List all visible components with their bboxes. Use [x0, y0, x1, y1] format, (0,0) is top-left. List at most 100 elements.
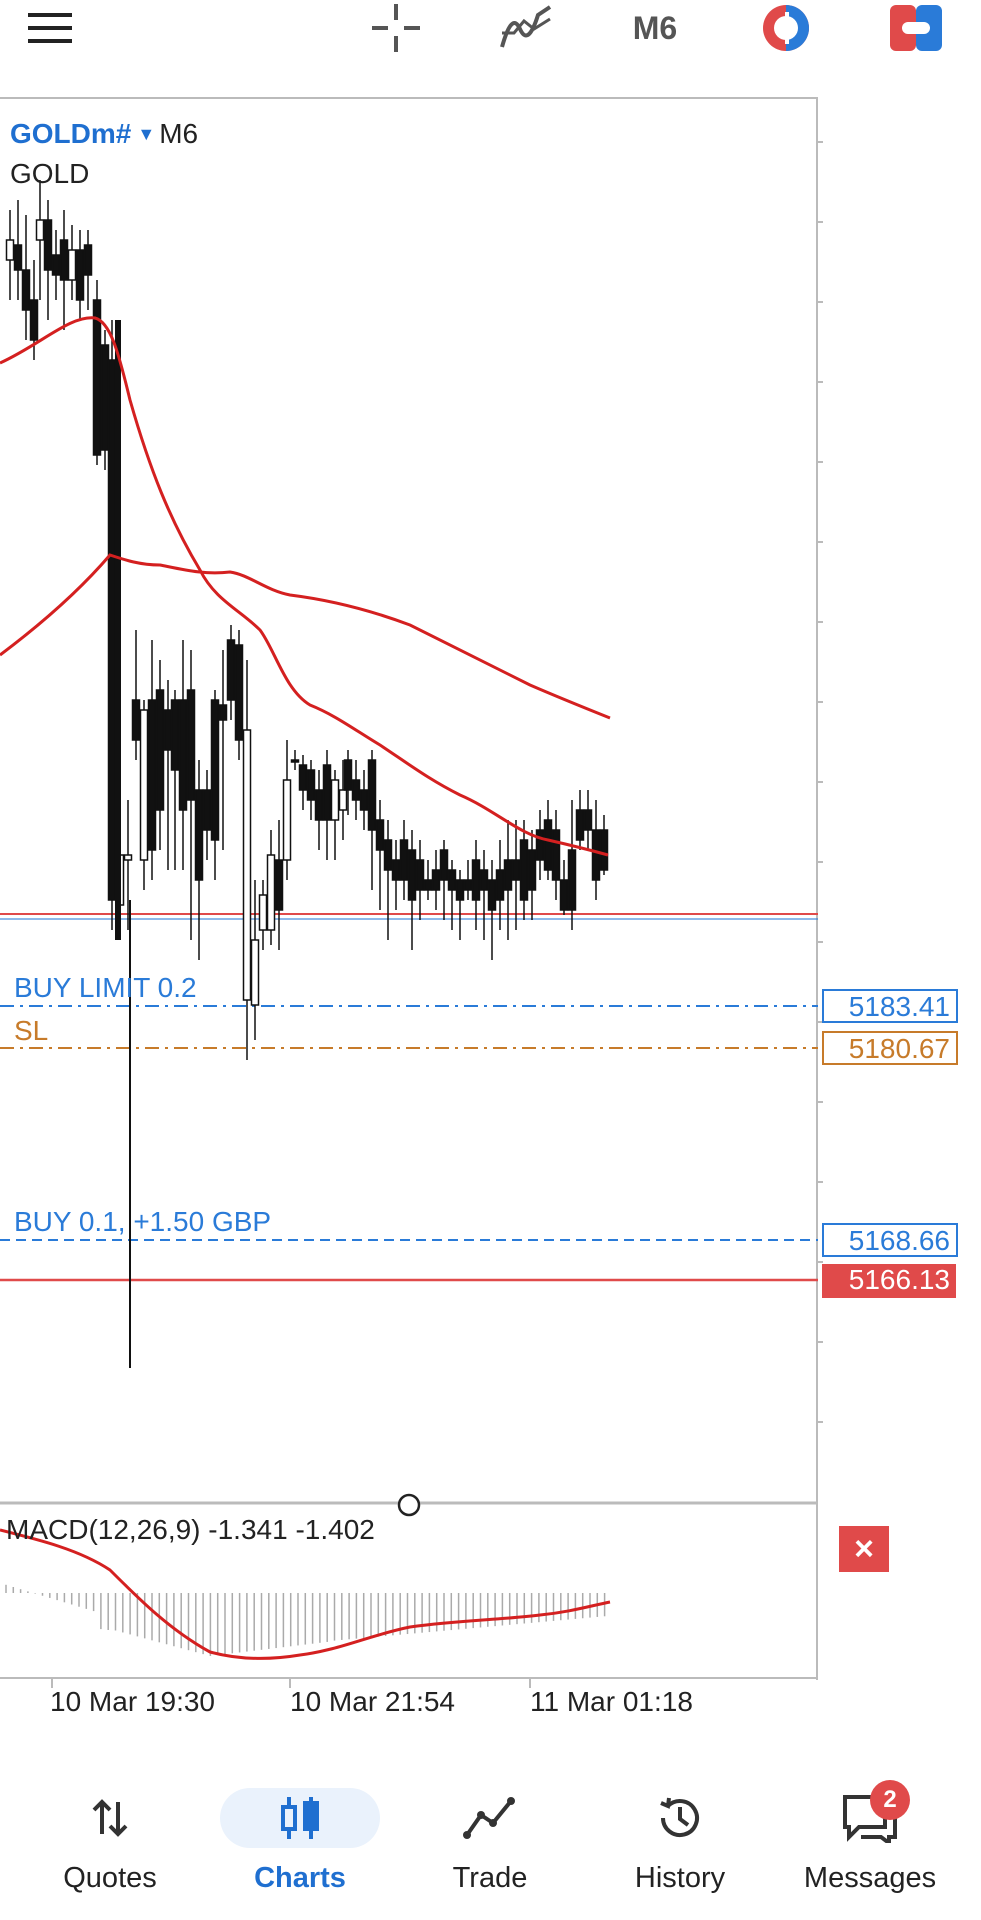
candle-body — [250, 939, 260, 1006]
candle-body — [131, 699, 141, 741]
candle-body — [147, 699, 157, 851]
candle-body — [479, 869, 489, 891]
candle-body — [67, 249, 77, 281]
candle-body — [415, 859, 425, 891]
candle-body — [298, 764, 308, 791]
candle-body — [551, 829, 561, 881]
nav-label: Charts — [254, 1862, 346, 1894]
nav-label: History — [634, 1862, 726, 1894]
candle-body — [519, 839, 529, 901]
order-label-sl[interactable]: SL — [14, 1015, 49, 1046]
candle-body — [343, 759, 353, 791]
candle-body — [218, 704, 228, 721]
candle-body — [92, 299, 102, 456]
candle-body — [322, 764, 332, 821]
candle-body — [194, 789, 204, 881]
candle-body — [306, 769, 316, 801]
timeframe-button[interactable]: M6 — [625, 0, 685, 56]
crosshair-icon[interactable] — [366, 0, 426, 56]
price-tag-buy: 5168.66 — [822, 1223, 958, 1257]
candle-body — [43, 219, 53, 271]
candle-body — [330, 779, 340, 821]
price-tag-sl: 5180.67 — [822, 1031, 958, 1065]
nav-charts[interactable]: Charts — [205, 1760, 395, 1920]
time-label: 11 Mar 01:18 — [530, 1686, 693, 1717]
candle-body — [567, 849, 577, 911]
macd-label: MACD(12,26,9) -1.341 -1.402 — [6, 1514, 375, 1545]
nav-messages[interactable]: 2 Messages — [775, 1760, 965, 1920]
candle-body — [13, 244, 23, 271]
time-label: 10 Mar 19:30 — [50, 1686, 215, 1717]
timeframe-label: M6 — [632, 9, 678, 46]
one-click-trading-icon[interactable] — [756, 0, 816, 56]
candle-body — [210, 699, 220, 841]
moving-average-line — [0, 316, 609, 857]
nav-label: Quotes — [63, 1862, 157, 1894]
candle-body — [503, 859, 513, 891]
candle-body — [591, 829, 601, 881]
unread-badge: 2 — [870, 1780, 910, 1820]
candle-body — [258, 894, 268, 931]
candle-body — [455, 879, 465, 901]
candle-body — [439, 849, 449, 881]
candle-body — [463, 879, 473, 891]
order-label-buy[interactable]: BUY 0.1, +1.50 GBP — [14, 1206, 272, 1237]
candle-body — [583, 809, 593, 831]
candle-body — [527, 849, 537, 891]
candle-body — [123, 854, 133, 861]
candle-body — [242, 729, 252, 1001]
candle-body — [282, 779, 292, 861]
time-label: 10 Mar 21:54 — [290, 1686, 455, 1717]
candle-body — [351, 779, 361, 801]
quotes-arrows-icon — [62, 1788, 158, 1848]
nav-quotes[interactable]: Quotes — [15, 1760, 205, 1920]
nav-label: Messages — [803, 1862, 937, 1894]
trade-line-icon — [442, 1788, 538, 1848]
candle-body — [314, 789, 324, 821]
candle-body — [359, 789, 369, 811]
hamburger-menu-icon[interactable] — [20, 0, 80, 56]
order-label-buy-limit[interactable]: BUY LIMIT 0.2 — [14, 972, 197, 1003]
candle-body — [107, 359, 117, 901]
nav-label: Trade — [452, 1862, 528, 1894]
candle-body — [139, 709, 149, 861]
price-tag-buy-limit: 5183.41 — [822, 989, 958, 1023]
candle-body — [59, 239, 69, 281]
symbol-name[interactable]: GOLDm# — [10, 118, 132, 149]
candle-body — [575, 809, 585, 841]
symbol-timeframe: M6 — [159, 118, 199, 149]
candle-body — [407, 849, 417, 901]
candle-body — [487, 879, 497, 911]
candle-body — [471, 859, 481, 901]
candle-body — [178, 699, 188, 811]
candle-body — [495, 869, 505, 901]
macd-signal-line — [0, 1528, 611, 1660]
price-tag-bid: 5166.13 — [822, 1264, 956, 1298]
candle-body — [383, 839, 393, 871]
price-chart[interactable] — [0, 0, 981, 1720]
symbol-dropdown-icon[interactable]: ▼ — [137, 124, 156, 144]
history-clock-icon — [632, 1788, 728, 1848]
candle-body — [202, 789, 212, 831]
candle-body — [83, 244, 93, 276]
close-indicator-button[interactable]: × — [839, 1526, 889, 1572]
candle-body — [375, 819, 385, 851]
candle-body — [543, 819, 553, 871]
indicators-icon[interactable] — [496, 0, 556, 56]
candle-body — [559, 879, 569, 911]
moving-average-line — [0, 553, 611, 720]
candle-body — [234, 644, 244, 741]
nav-trade[interactable]: Trade — [395, 1760, 585, 1920]
candle-body — [290, 759, 300, 763]
candle-body — [391, 859, 401, 881]
candle-body — [511, 859, 521, 881]
nav-history[interactable]: History — [585, 1760, 775, 1920]
bottom-navigation: Quotes Charts Trade History 2 Messages — [0, 1760, 981, 1920]
symbol-header[interactable]: GOLDm# ▼ M6 — [10, 118, 198, 150]
candle-body — [155, 689, 165, 811]
symbol-description: GOLD — [10, 158, 90, 189]
candle-body — [75, 249, 85, 301]
candle-body — [100, 344, 110, 451]
trade-panel-icon[interactable] — [886, 0, 946, 56]
charts-candles-icon — [220, 1788, 380, 1848]
